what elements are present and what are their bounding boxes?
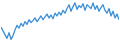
chart (0, 0, 120, 45)
plot-area (1, 3, 119, 39)
line (1, 3, 119, 39)
